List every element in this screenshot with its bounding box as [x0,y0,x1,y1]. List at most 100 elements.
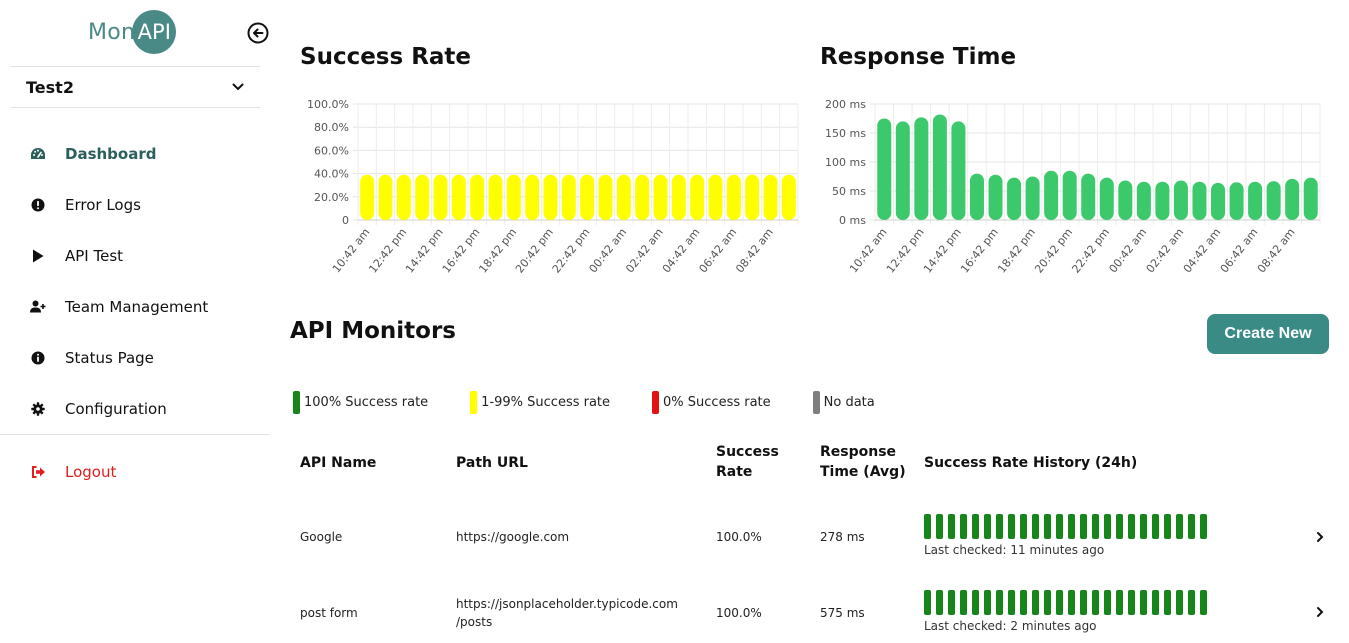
chart-bar [781,174,796,220]
chart-bar [1081,173,1096,220]
chart-bar [932,114,947,220]
collapse-sidebar-button[interactable] [247,22,269,44]
sidebar-item-configuration[interactable]: Configuration [0,383,270,434]
chart-bar [543,174,558,220]
chart-bar [1192,181,1207,220]
chart-bar [506,174,521,220]
chart-bar [653,174,668,220]
history-bar [1068,514,1075,539]
chart-bar [671,174,686,220]
chart-bar [988,174,1003,220]
history-bar [960,514,967,539]
history-bar [1092,590,1099,615]
history-bar [1104,590,1111,615]
api-name-cell: Google [300,530,343,544]
success-rate-cell: 100.0% [716,606,762,620]
status-legend: 100% Success rate 1-99% Success rate 0% … [293,390,917,414]
exclamation-circle-icon [30,197,46,213]
sidebar-item-api-test[interactable]: API Test [0,230,270,281]
history-bar [996,590,1003,615]
path-url-line: /posts [456,615,493,629]
chart-bar [1248,181,1263,220]
dashboard-gauge-icon [30,146,46,162]
path-url-cell: https://google.com [456,528,569,546]
sidebar-item-label: Error Logs [65,195,141,214]
chart-bar [951,121,966,220]
legend-swatch [652,390,660,414]
logout-button[interactable]: Logout [0,455,270,489]
chart-bar [1099,177,1114,220]
history-bar [1104,514,1111,539]
last-checked-text: Last checked: 2 minutes ago [924,619,1097,633]
chevron-right-icon[interactable] [1314,605,1326,619]
history-bar [1200,514,1207,539]
sidebar-item-dashboard[interactable]: Dashboard [0,128,270,179]
history-bar [1164,590,1171,615]
last-checked-text: Last checked: 11 minutes ago [924,543,1105,557]
project-selector[interactable]: Test2 [26,76,244,98]
chart-bar [1266,181,1281,220]
column-header-line: Rate [716,464,753,480]
history-bar [1044,590,1051,615]
api-monitors-title: API Monitors [290,318,456,344]
divider [10,107,260,108]
response-time-chart-title: Response Time [820,44,1017,70]
history-bar [936,590,943,615]
response-time-cell: 278 ms [820,530,865,544]
column-header-history: Success Rate History (24h) [924,455,1138,471]
chart-bar [726,174,741,220]
sidebar-item-status-page[interactable]: Status Page [0,332,270,383]
sidebar-item-label: Status Page [65,348,154,367]
legend-label: 1-99% Success rate [481,394,611,410]
user-plus-icon [30,299,46,315]
x-tick-label: 08:42 am [1255,226,1298,275]
chart-bar [360,174,375,220]
y-tick-label: 0 ms [839,214,866,227]
play-icon [30,248,46,264]
chart-bar [1118,180,1133,220]
project-name: Test2 [26,77,74,97]
history-bar [996,514,1003,539]
response-time-cell: 575 ms [820,606,865,620]
history-bar [1080,590,1087,615]
column-header-line: Response [820,444,897,460]
chart-bar [1211,182,1226,220]
table-row[interactable]: Google https://google.com 100.0% 278 ms … [0,508,1349,572]
path-url-cell: https://jsonplaceholder.typicode.com /po… [456,595,678,631]
history-bar [1176,590,1183,615]
chart-bar [877,118,892,220]
chart-bar [635,174,650,220]
history-bar [1020,590,1027,615]
logo-badge-api: API [132,10,177,54]
history-bar [984,590,991,615]
create-new-button[interactable]: Create New [1207,314,1329,354]
chevron-right-icon[interactable] [1314,530,1326,544]
chart-bar [1136,181,1151,220]
legend-swatch [293,390,300,414]
chart-bar [895,121,910,220]
history-bar [1068,590,1075,615]
legend-item-1-99: 1-99% Success rate [470,390,611,414]
history-bar [1092,514,1099,539]
sidebar: Mon API Test2 Dashboard Error Logs [0,0,270,643]
success-history-bars [924,514,1207,539]
chart-bar [708,174,723,220]
success-rate-chart-title: Success Rate [300,44,472,70]
chart-bar [488,174,503,220]
sidebar-item-error-logs[interactable]: Error Logs [0,179,270,230]
history-bar [948,590,955,615]
chart-bar [470,174,485,220]
sidebar-item-team-management[interactable]: Team Management [0,281,270,332]
column-header-response-time: Response Time (Avg) [820,442,906,482]
legend-swatch [470,390,478,414]
app-logo[interactable]: Mon API [88,9,177,55]
y-tick-label: 100 ms [825,156,866,169]
chart-bar [433,174,448,220]
y-tick-label: 80.0% [314,121,349,134]
history-bar [984,514,991,539]
chart-bar [690,174,705,220]
column-header-line: Success [716,444,779,460]
legend-label: 100% Success rate [304,394,429,410]
table-row[interactable]: post form https://jsonplaceholder.typico… [0,584,1349,643]
